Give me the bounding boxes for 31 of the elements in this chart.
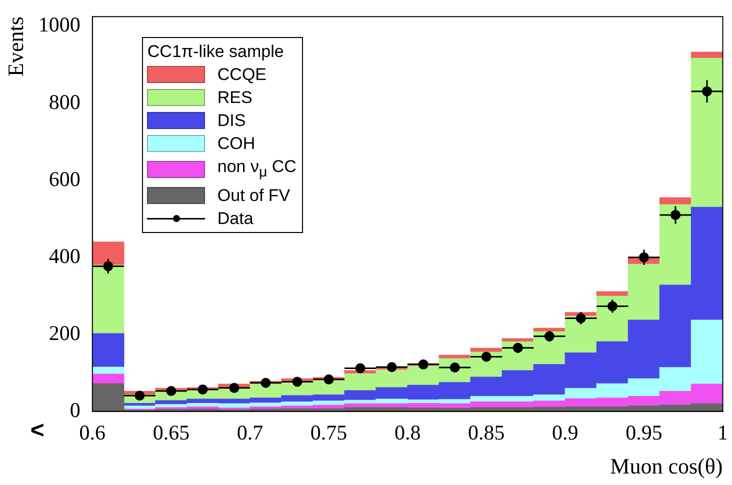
legend-title: CC1π-like sample xyxy=(147,40,285,63)
y-axis-title: Events xyxy=(2,16,28,76)
x-tick-label: 1 xyxy=(718,420,728,445)
x-tick-label: 0.75 xyxy=(310,420,348,445)
y-tick-label: 0 xyxy=(70,398,80,422)
x-tick-label: 0.9 xyxy=(552,420,578,445)
y-tick-label: 600 xyxy=(48,166,80,191)
x-tick-label: 0.7 xyxy=(236,420,264,445)
x-tick-label: 0.6 xyxy=(79,420,106,445)
legend-label: non ν$_{μ}$ CC xyxy=(217,156,296,182)
bar xyxy=(92,264,124,334)
text: < xyxy=(30,417,44,446)
bar xyxy=(92,333,124,368)
x-tick-label: 0.85 xyxy=(468,420,505,445)
x-tick-label: 0.65 xyxy=(152,420,190,445)
legend-label: RES xyxy=(217,86,252,109)
y-tick-label: 1000 xyxy=(38,12,80,37)
y-tick-label: 800 xyxy=(48,90,80,114)
legend-label: CCQE xyxy=(217,64,267,86)
y-tick-label: 400 xyxy=(48,244,80,268)
legend-label: COH xyxy=(217,132,256,155)
bar xyxy=(690,52,723,59)
x-axis-title: Muon cos(θ) xyxy=(610,454,723,479)
legend-label: Out of FV xyxy=(217,184,290,207)
bar xyxy=(92,374,124,384)
x-tick-label: 0.95 xyxy=(626,420,662,445)
legend-label: Data xyxy=(217,208,254,230)
bar xyxy=(92,242,124,266)
y-tick-label: 200 xyxy=(48,320,80,345)
x-tick-label: 0.8 xyxy=(394,420,421,445)
legend-label: DIS xyxy=(217,110,246,132)
